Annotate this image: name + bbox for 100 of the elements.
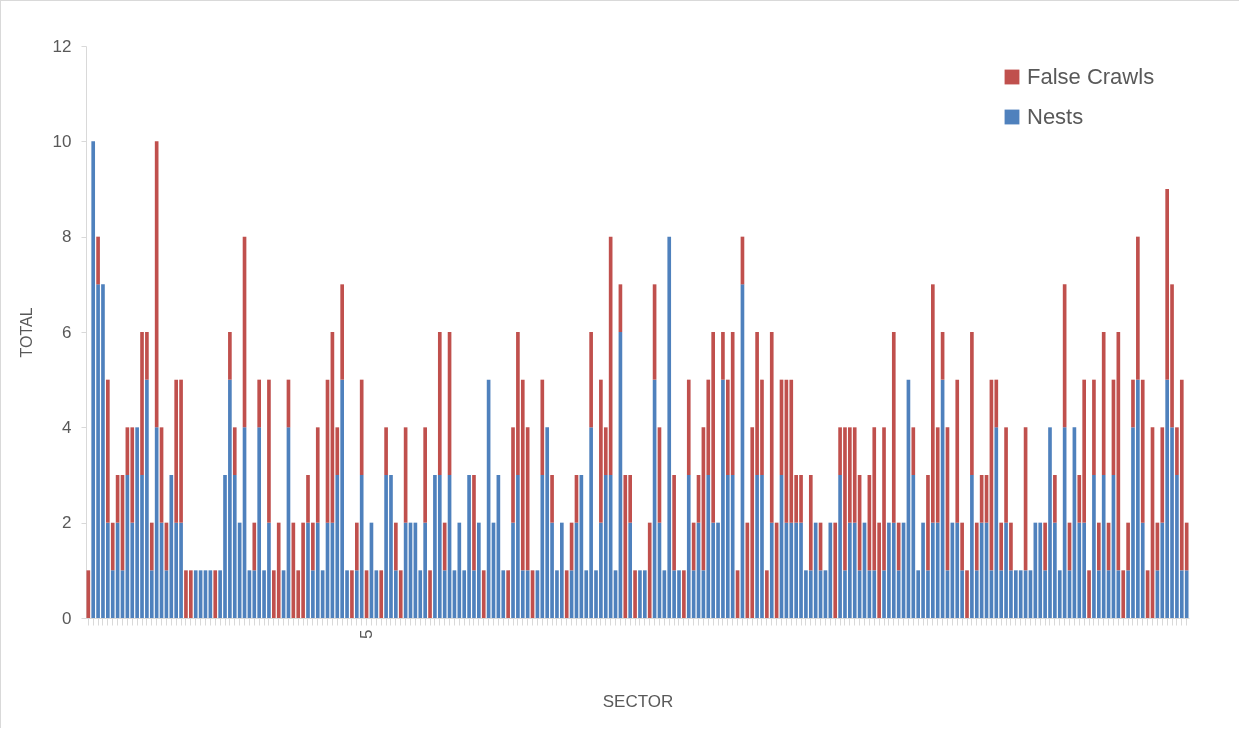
bar [564,570,569,618]
bar [1087,570,1091,618]
bar [174,379,179,523]
bar [970,332,974,475]
x-axis-title: SECTOR [602,691,674,711]
bar [398,570,403,618]
bar [379,570,384,618]
bar [86,570,91,618]
bar [428,570,432,618]
bar [1009,522,1013,571]
bar [589,332,593,428]
bar [232,427,237,475]
bar [808,475,813,571]
legend-label: Nests [1027,104,1084,129]
bar [769,522,774,618]
bar [423,427,427,523]
bar [1101,475,1106,618]
bar [603,475,608,618]
bar [706,475,711,618]
bar [965,570,969,618]
y-tick-label: 10 [52,131,72,151]
bar [813,522,818,618]
bar [647,522,652,618]
bar [769,332,774,523]
bar [911,427,916,475]
bar [1038,522,1043,618]
bar [149,522,154,571]
bar [633,570,637,618]
bar [315,427,320,523]
bar [833,522,838,618]
bar [960,522,964,571]
bar [667,236,672,618]
bar [891,522,896,618]
bar [1101,332,1106,475]
bar [315,522,320,618]
bar [1126,522,1130,571]
bar [442,522,447,571]
bar [106,379,110,523]
y-tick-label: 4 [62,417,72,437]
y-axis-title: TOTAL [17,307,35,358]
bar [642,570,647,618]
legend-label: False Crawls [1027,64,1155,89]
y-tick-label: 2 [62,513,72,533]
bar [1096,522,1101,571]
bar [311,522,315,571]
y-tick-label: 12 [52,36,72,56]
bar [1043,522,1047,571]
bar [91,141,96,618]
bar [974,522,979,571]
bar [955,379,960,523]
bar [872,570,877,618]
bar [789,522,794,618]
bar [852,522,857,618]
bar [340,284,344,380]
bar [394,522,398,571]
bar [672,475,676,571]
bar [110,522,115,571]
bar [481,570,486,618]
y-tick-label: 6 [62,322,72,342]
y-tick-label: 8 [62,227,72,247]
bar [354,522,359,571]
bar [1004,427,1008,523]
y-tick-label: 0 [62,608,72,628]
bar [686,475,691,618]
bar [686,379,691,475]
bar [730,475,735,618]
bar [1136,236,1140,380]
bar [193,570,198,618]
bar [955,522,960,618]
bar [228,332,232,380]
bar [169,475,174,618]
bar [994,427,999,618]
bar [623,475,628,618]
bar [891,332,896,523]
bar [257,379,262,428]
bar [306,475,310,523]
bar [472,475,476,571]
bar [457,522,462,618]
bar [1053,475,1057,523]
bar [252,522,257,571]
bar [1018,570,1023,618]
bar [1140,379,1145,523]
bar [550,475,554,523]
bar [789,379,794,523]
bar [276,522,281,618]
bar [213,570,218,618]
x-tick-label: 5 [356,629,376,639]
bar [765,570,769,618]
bar [506,570,510,618]
bar [1121,570,1126,618]
bar [1092,379,1096,475]
bar [999,522,1004,571]
bar [437,332,442,475]
bar [628,522,633,618]
bar [359,475,364,618]
bar [1184,570,1189,618]
bar [682,570,686,618]
bar [359,379,364,475]
bar [730,332,735,475]
bar [540,379,545,475]
